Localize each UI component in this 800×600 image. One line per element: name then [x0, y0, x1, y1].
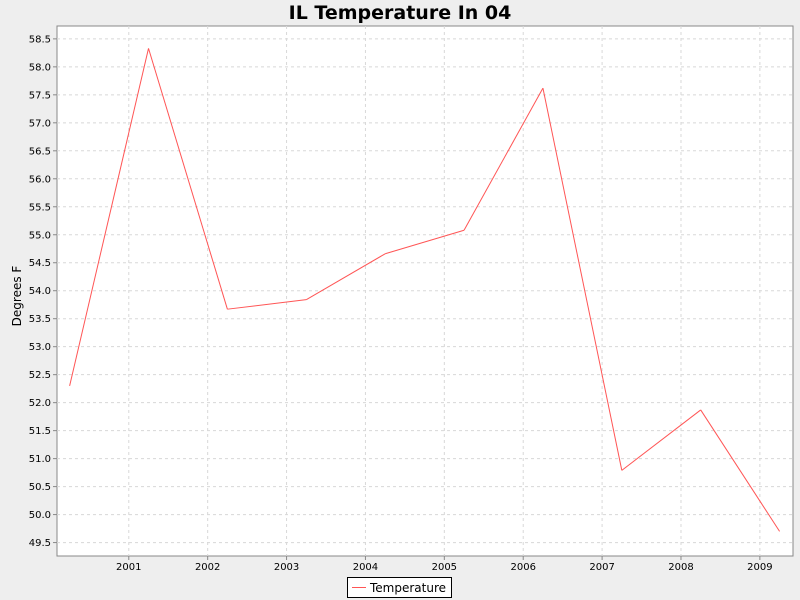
x-tick-label: 2001 — [116, 562, 141, 573]
series-line-segment — [227, 299, 307, 310]
series-line-segment — [542, 88, 623, 471]
y-tick-label: 49.5 — [29, 538, 51, 549]
series-line-segment — [700, 409, 781, 532]
series-line-segment — [69, 48, 149, 386]
y-tick-label: 57.5 — [29, 90, 51, 101]
y-tick-label: 56.5 — [29, 146, 51, 157]
y-tick-label: 56.0 — [29, 174, 51, 185]
y-tick-label: 53.5 — [29, 314, 51, 325]
series-line-segment — [306, 253, 386, 301]
y-tick-label: 50.5 — [29, 482, 51, 493]
series-line-segment — [463, 87, 544, 231]
y-tick-label: 53.0 — [29, 342, 51, 353]
y-tick-label: 51.5 — [29, 426, 51, 437]
x-tick-label: 2007 — [589, 562, 614, 573]
x-tick-label: 2009 — [747, 562, 772, 573]
y-tick-label: 52.5 — [29, 370, 51, 381]
x-tick-label: 2006 — [510, 562, 535, 573]
y-tick-label: 52.0 — [29, 398, 51, 409]
series-line-segment — [148, 48, 228, 310]
legend-label-temperature: Temperature — [370, 580, 447, 595]
series-temperature — [69, 48, 781, 532]
series-line-segment — [385, 229, 465, 255]
y-tick-label: 58.0 — [29, 62, 51, 73]
x-tick-label: 2002 — [195, 562, 220, 573]
y-tick-label: 58.5 — [29, 34, 51, 45]
y-axis-label: Degrees F — [10, 266, 24, 327]
y-tick-label: 54.5 — [29, 258, 51, 269]
x-tick-label: 2008 — [668, 562, 693, 573]
grid-layer — [57, 26, 793, 556]
series-line-segment — [621, 409, 702, 471]
y-tick-label: 51.0 — [29, 454, 51, 465]
series-layer — [69, 48, 781, 532]
y-tick-label: 50.0 — [29, 510, 51, 521]
x-tick-label: 2005 — [432, 562, 457, 573]
x-tick-label: 2003 — [274, 562, 299, 573]
x-tick-label: 2004 — [353, 562, 378, 573]
chart-title: IL Temperature In 04 — [288, 2, 512, 24]
legend: Temperature — [347, 577, 452, 598]
y-tick-label: 55.5 — [29, 202, 51, 213]
y-tick-label: 54.0 — [29, 286, 51, 297]
y-tick-label: 55.0 — [29, 230, 51, 241]
y-tick-label: 57.0 — [29, 118, 51, 129]
legend-swatch-temperature — [352, 587, 366, 588]
axis-layer: 2001 2002 2003 2004 2005 2006 2007 2008 2009 49.5… — [29, 34, 773, 573]
